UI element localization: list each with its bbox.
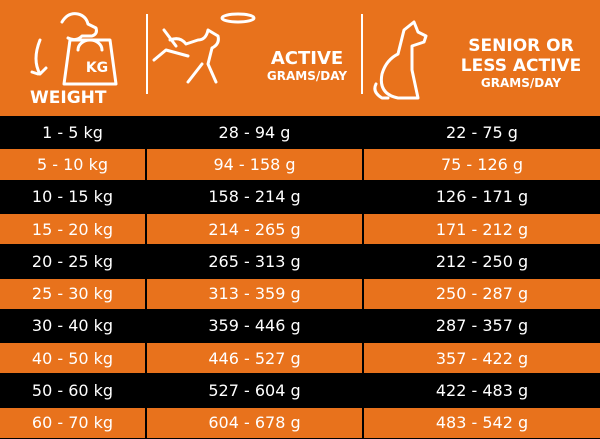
header: KG WEIGHT ACTIVE GRAMS/DAY SENIOR OR LES…	[0, 0, 600, 116]
senior-sub-label: GRAMS/DAY	[480, 76, 562, 90]
header-icons	[30, 12, 428, 100]
table-cell: 40 - 50 kg	[0, 343, 145, 374]
table-cell: 1 - 5 kg	[0, 116, 145, 149]
table-cell: 359 - 446 g	[147, 309, 362, 343]
table-cell: 171 - 212 g	[364, 213, 600, 245]
dog-head-icon	[60, 12, 98, 42]
table-cell: 10 - 15 kg	[0, 180, 145, 213]
divider	[361, 14, 363, 94]
active-dog-icon	[152, 28, 220, 84]
table-cell: 527 - 604 g	[147, 374, 362, 407]
table-cell: 313 - 359 g	[147, 278, 362, 309]
active-sub-label: GRAMS/DAY	[266, 69, 348, 83]
scale-dial	[76, 38, 104, 52]
table-cell: 60 - 70 kg	[0, 407, 145, 438]
table-cell: 604 - 678 g	[147, 407, 362, 438]
table-cell: 446 - 527 g	[147, 343, 362, 374]
table-cell: 5 - 10 kg	[0, 149, 145, 180]
table-cell: 250 - 287 g	[364, 278, 600, 309]
table-cell: 15 - 20 kg	[0, 213, 145, 245]
frisbee-icon	[220, 12, 256, 24]
active-label: ACTIVE	[270, 48, 344, 69]
senior-label-1: SENIOR OR	[468, 36, 574, 56]
table-cell: 22 - 75 g	[364, 116, 600, 149]
table-cell: 25 - 30 kg	[0, 278, 145, 309]
table-cell: 265 - 313 g	[147, 245, 362, 278]
table-cell: 214 - 265 g	[147, 213, 362, 245]
table-cell: 357 - 422 g	[364, 343, 600, 374]
senior-label-2: LESS ACTIVE	[460, 56, 582, 76]
table-cell: 94 - 158 g	[147, 149, 362, 180]
table-cell: 483 - 542 g	[364, 407, 600, 438]
table-cell: 20 - 25 kg	[0, 245, 145, 278]
kg-label: KG	[85, 60, 109, 76]
table-cell: 75 - 126 g	[364, 149, 600, 180]
table-cell: 126 - 171 g	[364, 180, 600, 213]
table-cell: 287 - 357 g	[364, 309, 600, 343]
table-cell: 28 - 94 g	[147, 116, 362, 149]
arrow-icon	[30, 38, 48, 76]
divider	[146, 14, 148, 94]
senior-dog-icon	[373, 20, 428, 100]
weight-label: WEIGHT	[30, 88, 107, 108]
table-cell: 50 - 60 kg	[0, 374, 145, 407]
table-cell: 158 - 214 g	[147, 180, 362, 213]
table-cell: 212 - 250 g	[364, 245, 600, 278]
table-cell: 422 - 483 g	[364, 374, 600, 407]
table-cell: 30 - 40 kg	[0, 309, 145, 343]
